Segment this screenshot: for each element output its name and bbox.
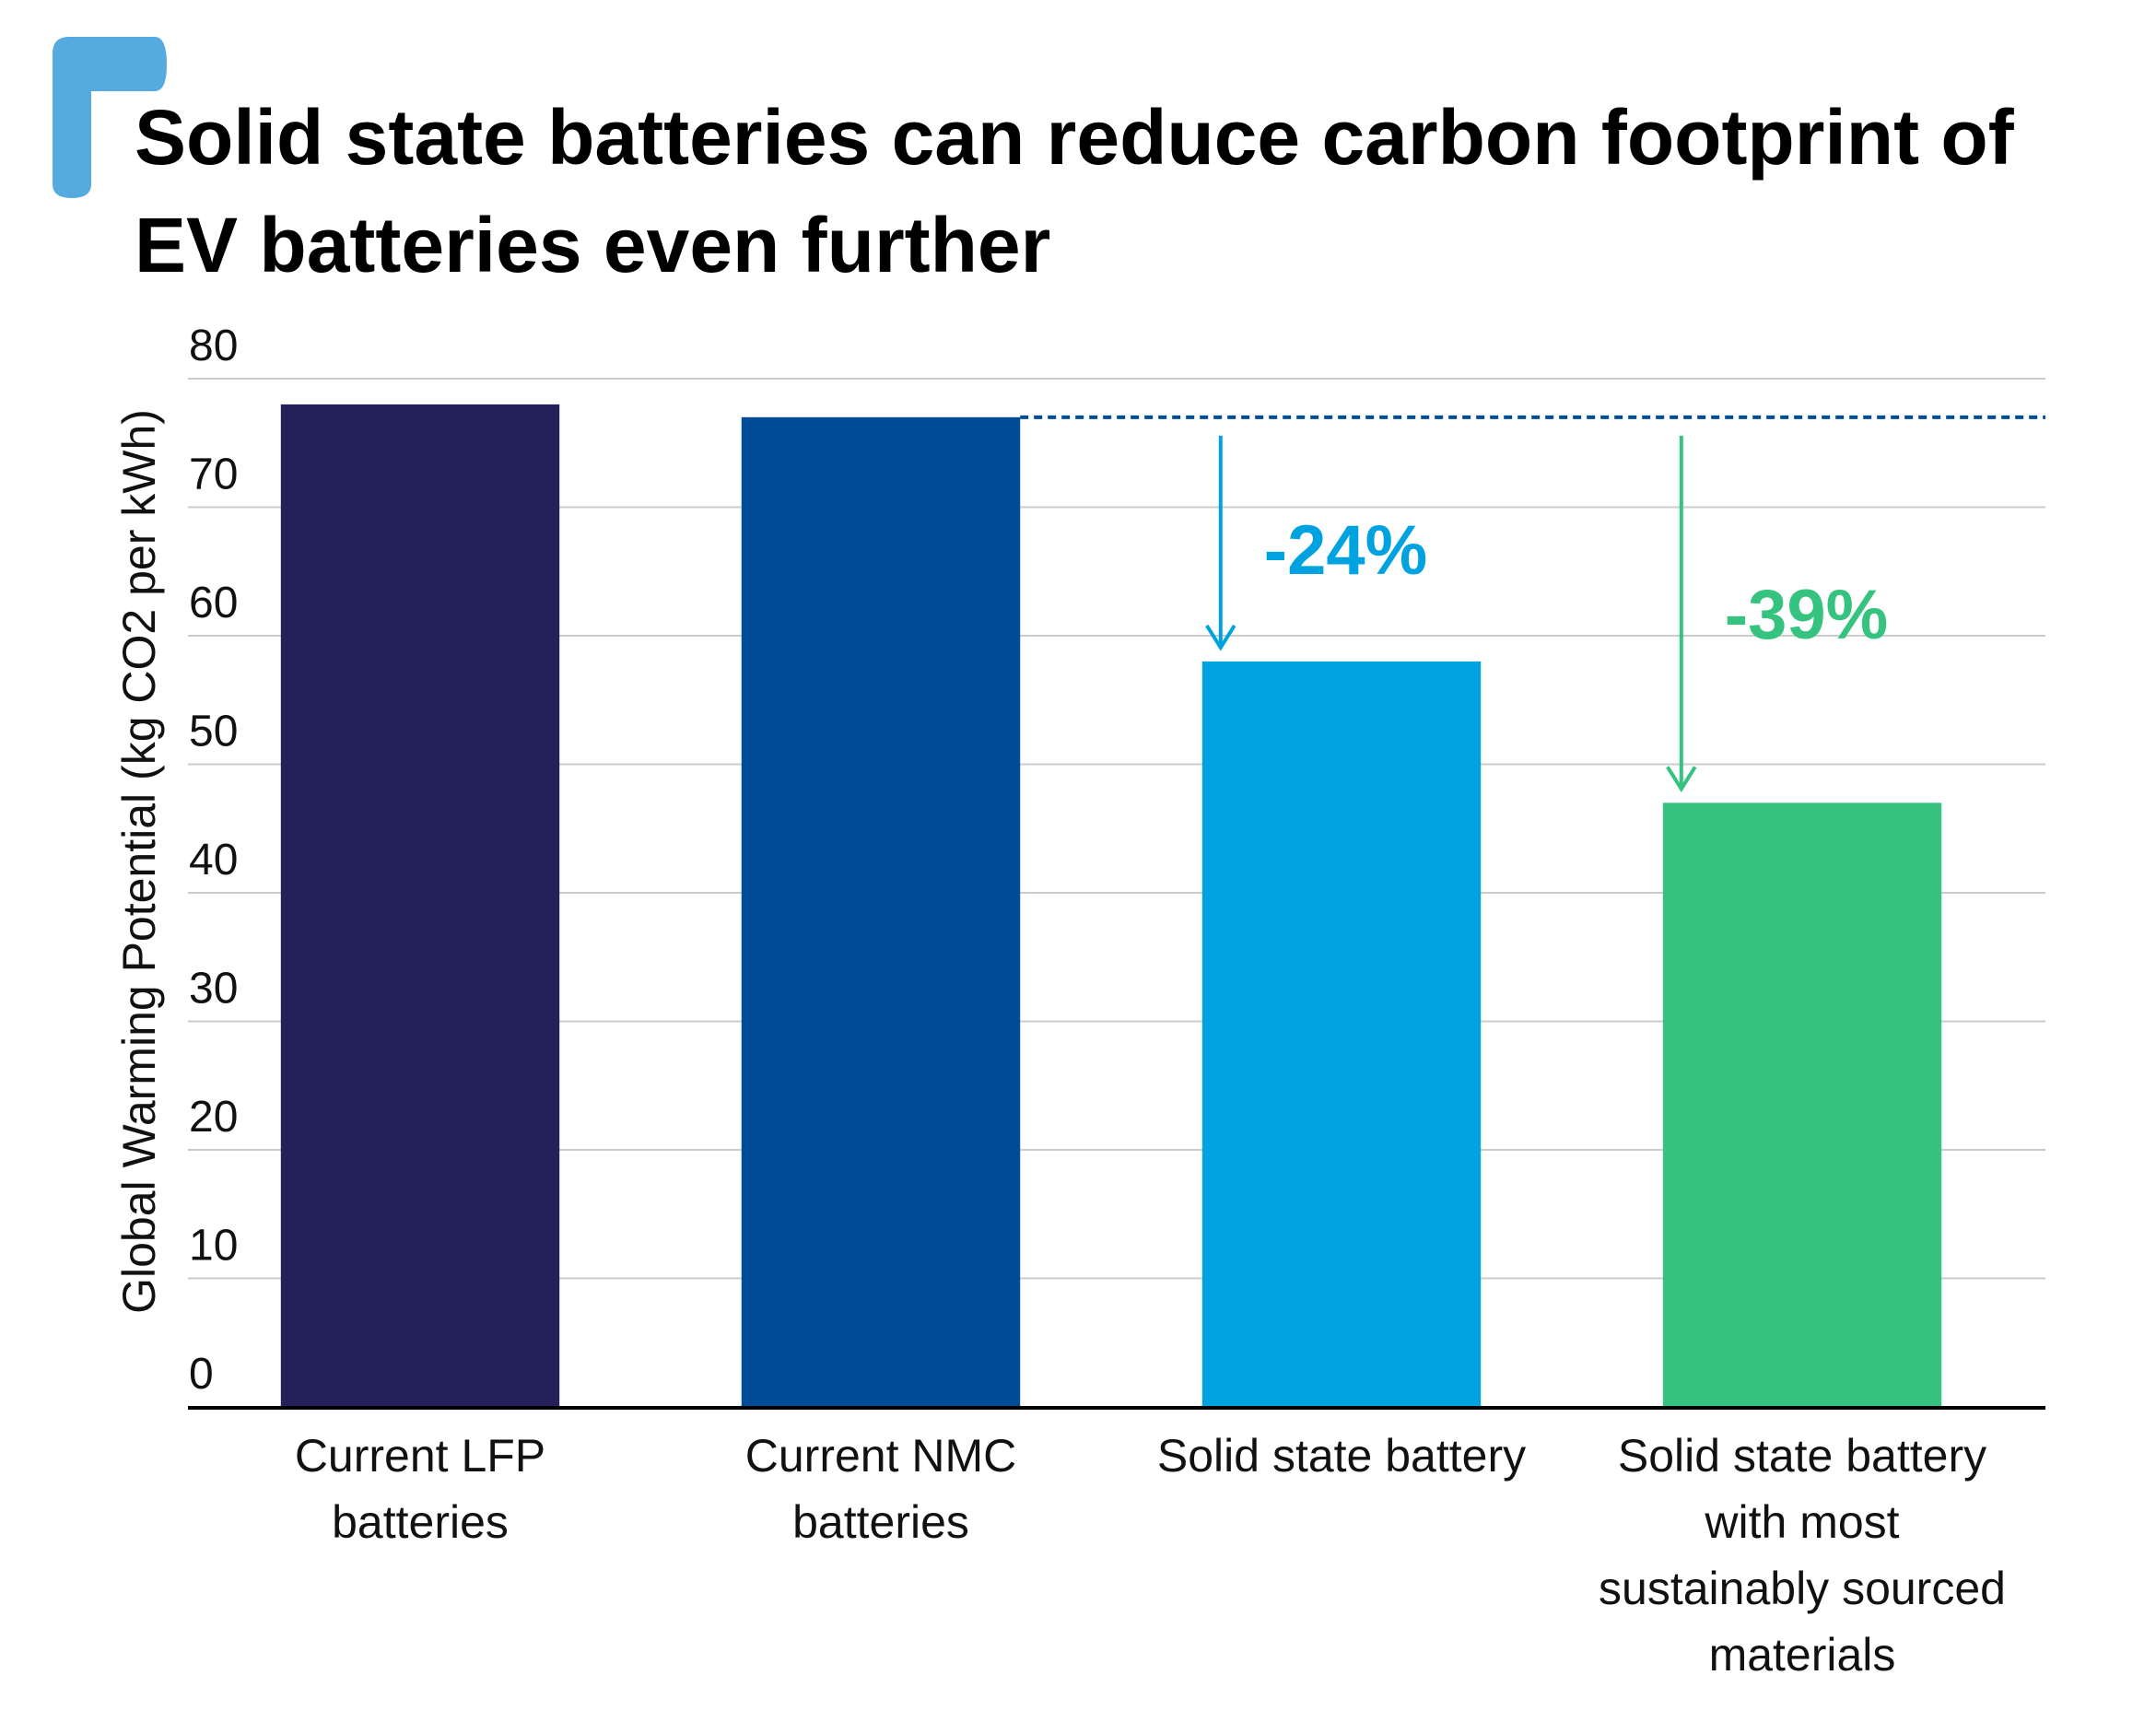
bar-2 <box>1201 661 1482 1407</box>
y-tick-label: 70 <box>189 451 238 499</box>
category-label: Solid state battery <box>1157 1430 1526 1482</box>
category-label: batteries <box>792 1496 969 1548</box>
arrow-down-icon <box>1205 624 1236 651</box>
y-axis-label: Global Warming Potential (kg CO2 per kWh… <box>113 409 165 1314</box>
y-tick-label: 10 <box>189 1222 238 1271</box>
chart-title-line-2: EV batteries even further <box>135 202 1050 288</box>
bar-3 <box>1662 802 1942 1407</box>
y-tick-label: 20 <box>189 1093 238 1142</box>
bar-0 <box>280 404 560 1407</box>
reduction-percent-label: -39% <box>1725 576 1888 654</box>
y-tick-label: 50 <box>189 708 238 756</box>
reduction-percent-label: -24% <box>1264 511 1427 590</box>
category-label: Solid state battery <box>1618 1430 1986 1482</box>
category-label: Current NMC <box>745 1430 1016 1482</box>
y-tick-label: 60 <box>189 579 238 627</box>
category-label: Current LFP <box>295 1430 545 1482</box>
category-label: batteries <box>332 1496 509 1548</box>
category-label: with most <box>1704 1496 1899 1548</box>
chart-title-line-1: Solid state batteries can reduce carbon … <box>135 94 2015 181</box>
category-label: sustainably sourced <box>1599 1563 2006 1614</box>
arrow-down-icon <box>1666 766 1697 793</box>
y-tick-label: 80 <box>189 322 238 370</box>
category-label: materials <box>1709 1629 1896 1681</box>
bar-1 <box>741 416 1021 1408</box>
logo-bracket-icon <box>53 37 167 198</box>
y-tick-label: 0 <box>189 1350 214 1399</box>
y-tick-label: 30 <box>189 965 238 1013</box>
y-tick-label: 40 <box>189 836 238 884</box>
